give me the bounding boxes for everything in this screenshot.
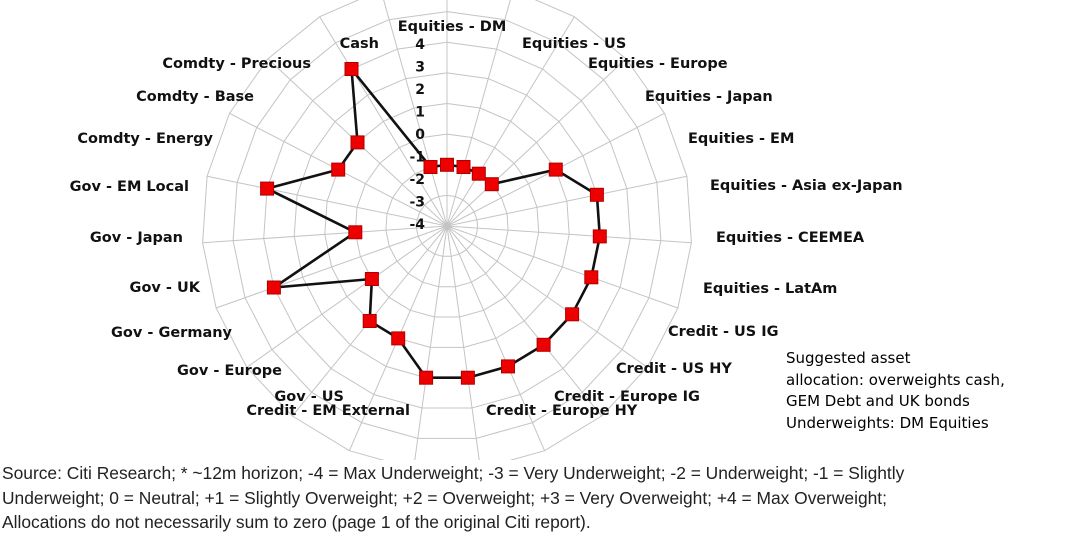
grid-spoke [206,175,448,227]
category-label: Equities - Japan [645,89,773,105]
data-point [364,272,379,286]
data-point [592,229,607,244]
grid-spoke [319,16,448,227]
data-point [548,162,563,177]
grid-ring [202,0,692,460]
caption-line: Source: Citi Research; * ~12m horizon; -… [2,463,905,483]
radar-grid [202,0,692,460]
tick-label: 3 [415,60,425,76]
category-label: Equities - CEEMEA [716,230,865,246]
grid-spoke [446,225,679,309]
category-label: Credit - US HY [616,361,732,377]
grid-ring [232,11,662,439]
category-label: Cash [340,36,379,52]
grid-spoke [446,225,602,417]
note-line: Underweights: DM Equities [786,413,989,432]
tick-label: -4 [409,217,425,233]
data-point [584,270,599,285]
grid-spoke [246,225,448,368]
data-point [266,280,281,295]
note-line: GEM Debt and UK bonds [786,392,970,410]
tick-label: 2 [415,82,425,98]
category-label: Comdty - Base [136,89,254,105]
allocation-note: Suggested asset allocation: overweights … [786,348,1066,434]
grid-ring [263,41,631,409]
caption-line: Allocations do not necessarily sum to ze… [2,512,591,532]
note-line: allocation: overweights cash, [786,370,1005,389]
grid-spoke [446,225,692,244]
category-label: Comdty - Precious [162,56,311,72]
grid-spoke [446,0,511,227]
category-label: Equities - DM [398,19,507,35]
grid-spoke [446,16,575,227]
allocation-series [260,62,607,385]
tick-label: -3 [409,195,425,211]
data-point [350,135,365,150]
grid-spoke [446,175,688,227]
data-point [331,162,346,177]
tick-label: 4 [415,37,425,53]
category-label: Credit - Europe IG [554,389,700,405]
category-label: Equities - Europe [588,56,728,72]
category-label: Comdty - Energy [77,131,213,147]
data-point [423,160,438,174]
category-label: Credit - EM External [246,403,410,419]
category-label: Equities - Asia ex-Japan [710,178,903,194]
data-point [471,166,486,181]
note-line: Suggested asset [786,349,911,367]
caption-line: Underweight; 0 = Neutral; +1 = Slightly … [2,487,887,508]
data-point [391,331,406,346]
data-point [501,359,515,374]
data-point [440,157,454,172]
category-label: Equities - US [522,36,626,52]
data-point [565,307,580,322]
category-label: Credit - US IG [668,324,779,340]
grid-spoke [215,225,448,309]
data-point [260,181,275,196]
data-point [460,370,475,385]
data-point [456,160,471,174]
category-label: Gov - UK [130,280,201,296]
data-point [536,337,551,352]
grid-spoke [414,225,448,460]
data-point [348,225,363,240]
data-point [362,314,377,328]
category-label: Gov - Europe [177,363,282,379]
category-label: Equities - EM [688,131,794,147]
category-label: Gov - Germany [111,325,233,341]
category-label: Gov - US [274,389,344,405]
category-labels: Equities - DM Equities - US Equities - Eur… [70,19,903,419]
data-point [419,370,434,385]
grid-spoke [202,225,448,244]
grid-ring [385,164,509,288]
data-point [484,177,499,192]
grid-spoke [446,225,648,368]
data-point [344,62,359,76]
category-label: Equities - LatAm [703,281,837,297]
grid-spoke [383,0,448,227]
tick-label: 0 [415,127,425,143]
grid-ring [415,194,479,257]
grid-spoke [446,225,546,451]
category-label: Credit - Europe HY [486,403,638,419]
data-point [589,187,604,202]
category-label: Gov - EM Local [70,179,189,195]
grid-spoke [446,225,480,460]
category-label: Gov - Japan [90,230,183,246]
tick-label: 1 [415,105,425,121]
grid-spoke [446,58,627,227]
source-caption: Source: Citi Research; * ~12m horizon; -… [2,461,1068,535]
tick-label: -2 [409,172,425,188]
grid-ring [354,133,540,318]
